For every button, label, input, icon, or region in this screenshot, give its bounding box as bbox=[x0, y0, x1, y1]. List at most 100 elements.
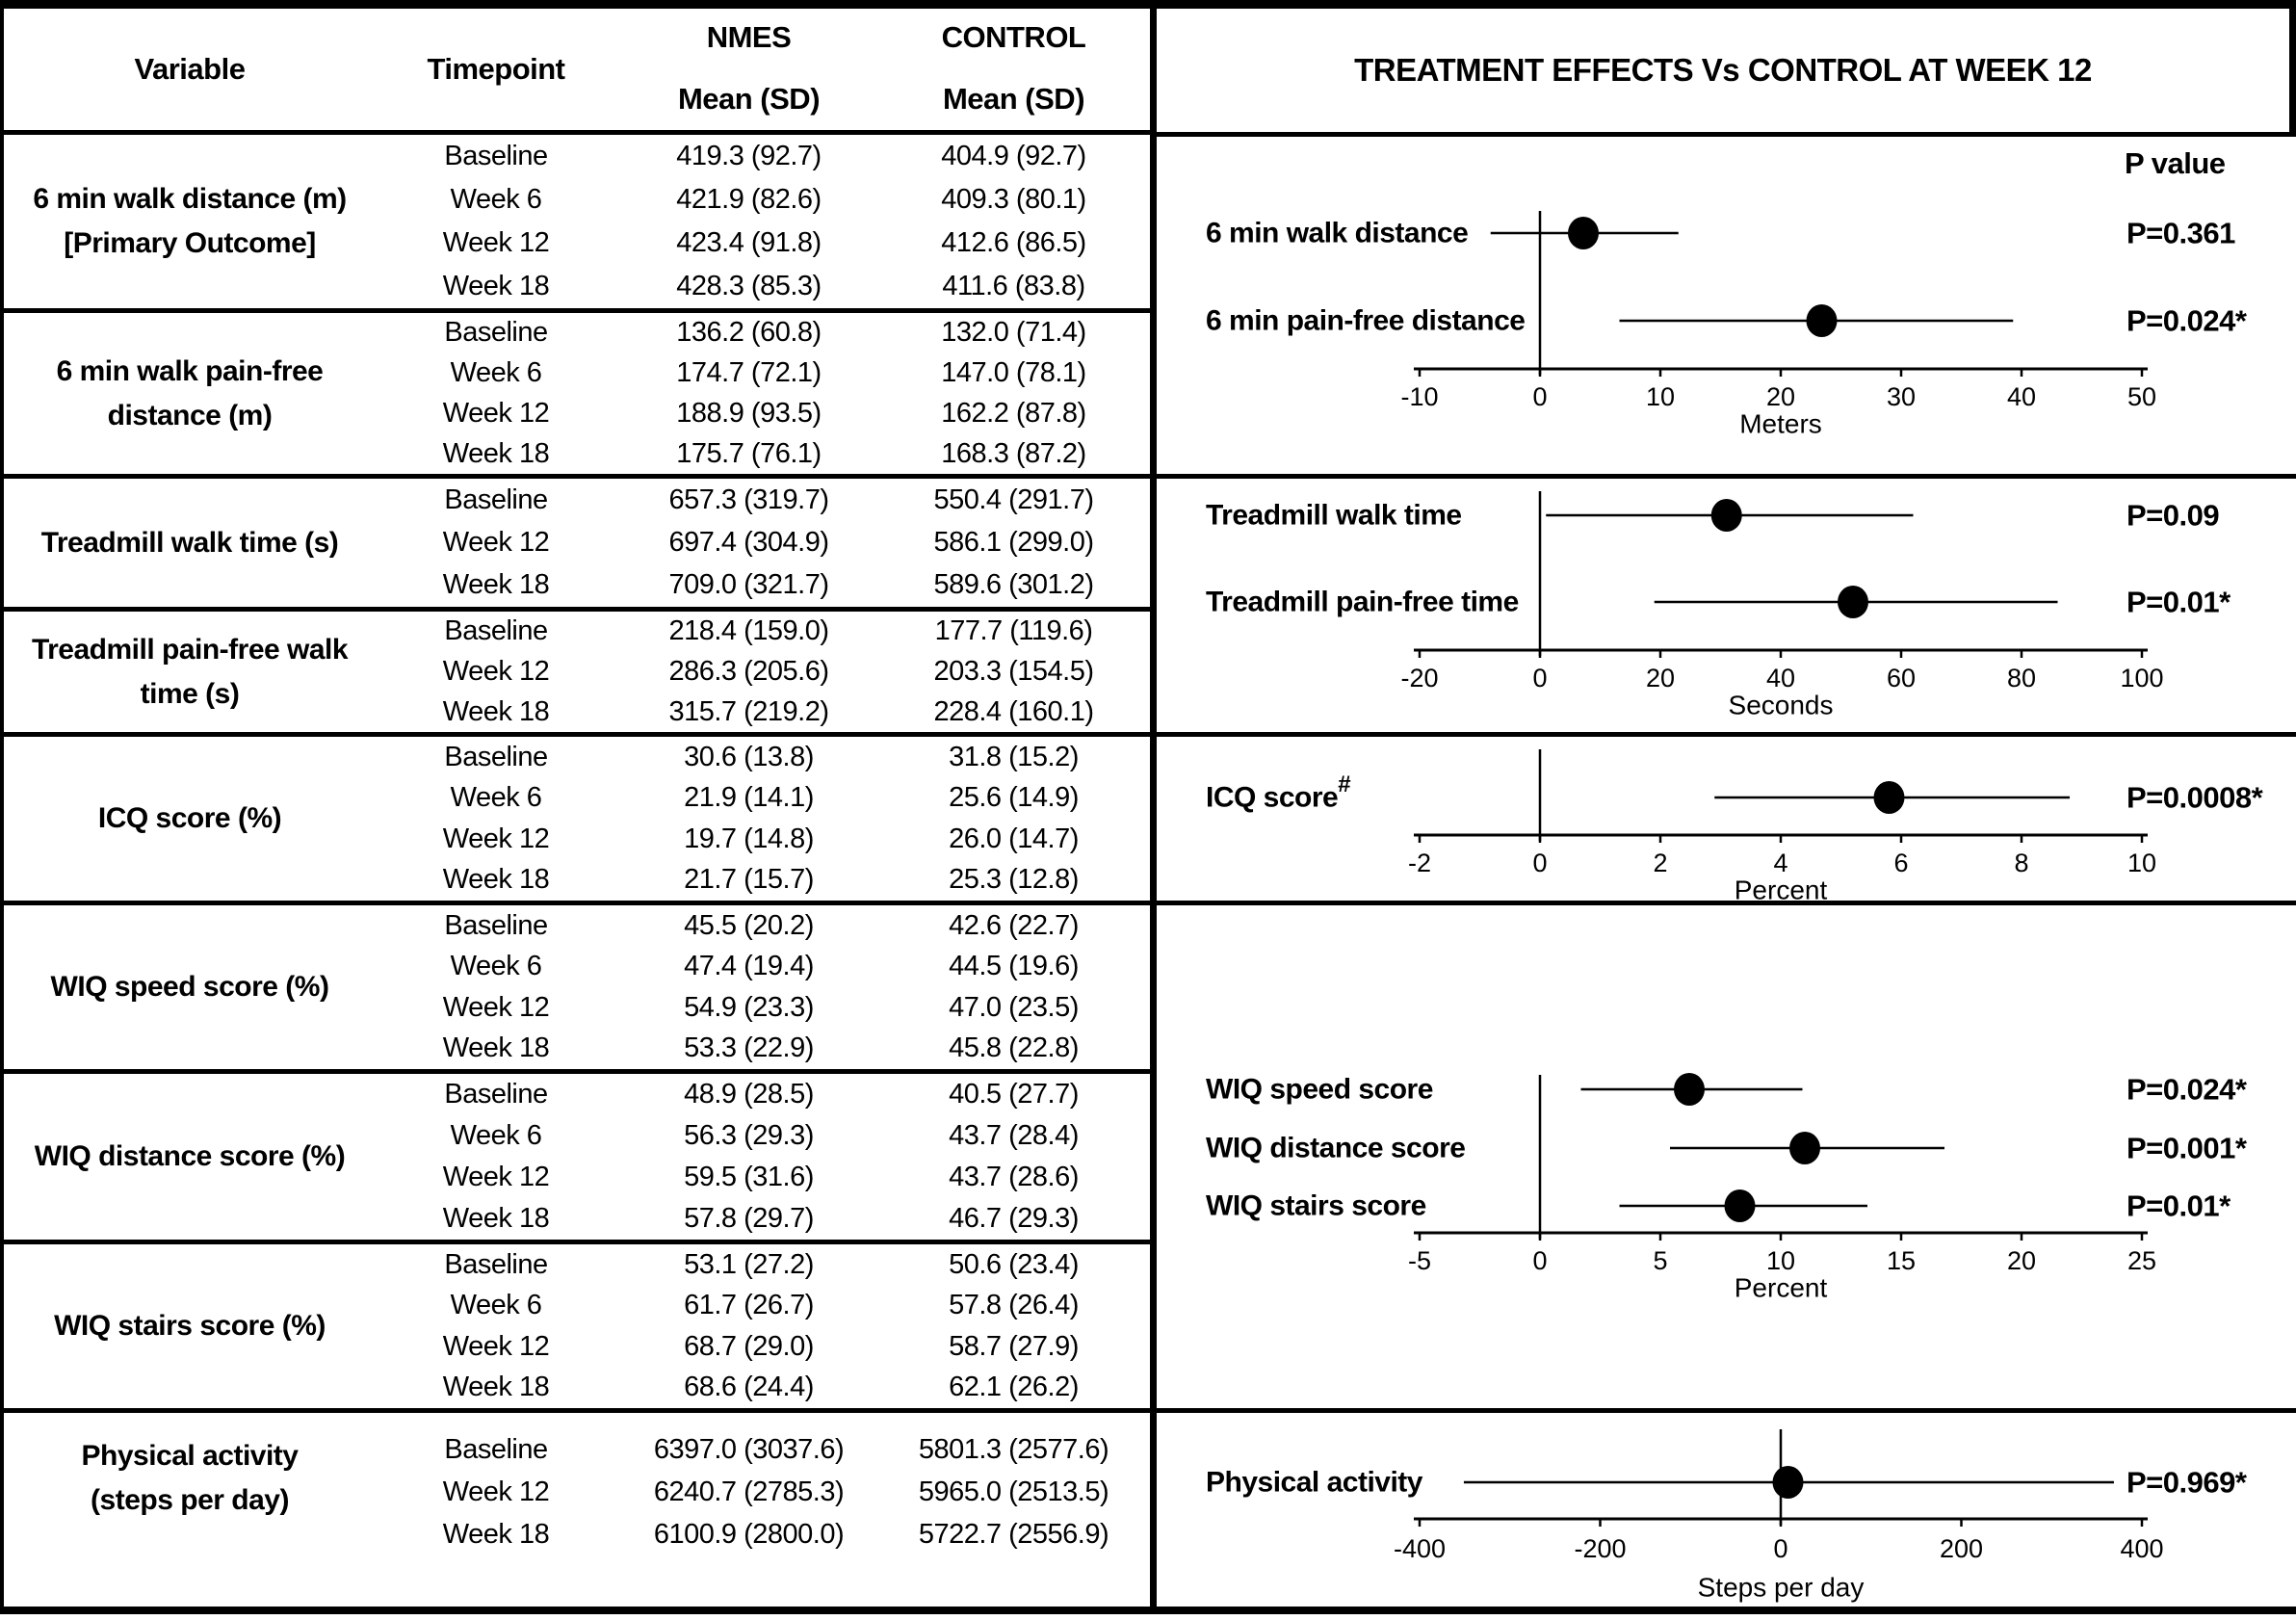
panel-header-right-border bbox=[2289, 0, 2296, 137]
tick-label: 0 bbox=[1532, 664, 1547, 692]
nmes-mean-sd-label: Mean (SD) bbox=[677, 82, 821, 116]
variable-label-line: WIQ distance score (%) bbox=[34, 1140, 346, 1172]
cell-nmes-mean-sd: 175.7 (76.1) bbox=[676, 437, 822, 469]
point-estimate-marker bbox=[1724, 1189, 1756, 1222]
top-border bbox=[0, 0, 2296, 9]
cell-nmes-mean-sd: 697.4 (304.9) bbox=[668, 526, 829, 558]
cell-timepoint: Week 12 bbox=[442, 1162, 550, 1192]
tick-label: -400 bbox=[1394, 1534, 1446, 1563]
axis-title: Steps per day bbox=[1698, 1573, 1865, 1603]
variable-label-line: WIQ speed score (%) bbox=[50, 971, 329, 1003]
panel-divider bbox=[1156, 132, 2296, 137]
table-row: Baseline 45.5 (20.2) 42.6 (22.7) bbox=[376, 905, 1150, 947]
tick-label: -200 bbox=[1574, 1534, 1626, 1563]
forest-row-label: WIQ distance score bbox=[1206, 1133, 1465, 1164]
cell-nmes-mean-sd: 59.5 (31.6) bbox=[684, 1162, 814, 1192]
tick-label: 0 bbox=[1532, 1246, 1547, 1275]
axis-title: Seconds bbox=[1729, 691, 1834, 720]
table-section: Treadmill walk time (s) Baseline 657.3 (31… bbox=[4, 479, 1150, 612]
variable-label-line: time (s) bbox=[140, 677, 240, 710]
cell-control-mean-sd: 132.0 (71.4) bbox=[941, 317, 1086, 349]
cell-control-mean-sd: 404.9 (92.7) bbox=[941, 141, 1086, 171]
table-row: Week 6 56.3 (29.3) 43.7 (28.4) bbox=[376, 1115, 1150, 1157]
panel-divider bbox=[1156, 474, 2296, 479]
table-header-row: Variable Timepoint NMES Mean (SD) CONTRO… bbox=[4, 9, 1150, 135]
table-row: Week 18 709.0 (321.7) 589.6 (301.2) bbox=[376, 564, 1150, 607]
variable-label-line: Treadmill pain-free walk bbox=[31, 633, 349, 666]
tick-label: -2 bbox=[1408, 849, 1431, 877]
cell-timepoint: Week 6 bbox=[450, 951, 542, 982]
cell-nmes-mean-sd: 6100.9 (2800.0) bbox=[653, 1518, 845, 1550]
variable-label: WIQ distance score (%) bbox=[4, 1074, 376, 1240]
cell-timepoint: Baseline bbox=[444, 1079, 548, 1110]
table-row: Week 6 21.9 (14.1) 25.6 (14.9) bbox=[376, 778, 1150, 820]
cell-nmes-mean-sd: 286.3 (205.6) bbox=[668, 656, 829, 687]
table-row: Week 18 57.8 (29.7) 46.7 (29.3) bbox=[376, 1198, 1150, 1240]
variable-label: ICQ score (%) bbox=[4, 737, 376, 901]
cell-control-mean-sd: 43.7 (28.4) bbox=[949, 1120, 1079, 1151]
nmes-label: NMES bbox=[706, 20, 792, 54]
cell-control-mean-sd: 203.3 (154.5) bbox=[933, 656, 1094, 687]
cell-nmes-mean-sd: 30.6 (13.8) bbox=[684, 741, 814, 772]
cell-nmes-mean-sd: 47.4 (19.4) bbox=[684, 951, 814, 982]
p-value-label: P=0.001* bbox=[2126, 1132, 2248, 1165]
table-section: 6 min walk pain-free distance (m) Baseline… bbox=[4, 313, 1150, 479]
cell-nmes-mean-sd: 56.3 (29.3) bbox=[684, 1120, 814, 1151]
point-estimate-marker bbox=[1568, 217, 1599, 249]
cell-control-mean-sd: 42.6 (22.7) bbox=[949, 909, 1079, 941]
cell-timepoint: Week 18 bbox=[442, 1518, 550, 1550]
cell-control-mean-sd: 57.8 (26.4) bbox=[949, 1290, 1079, 1321]
table-row: Week 18 315.7 (219.2) 228.4 (160.1) bbox=[376, 692, 1150, 732]
table-row: Baseline 136.2 (60.8) 132.0 (71.4) bbox=[376, 313, 1150, 353]
forest-row-label: ICQ score# bbox=[1206, 771, 1350, 814]
point-estimate-marker bbox=[1710, 499, 1742, 532]
table-row: Week 18 6100.9 (2800.0) 5722.7 (2556.9) bbox=[376, 1513, 1146, 1555]
p-value-label: P=0.01* bbox=[2126, 586, 2231, 619]
cell-control-mean-sd: 589.6 (301.2) bbox=[933, 569, 1094, 601]
cell-control-mean-sd: 228.4 (160.1) bbox=[933, 695, 1094, 727]
cell-control-mean-sd: 177.7 (119.6) bbox=[934, 615, 1093, 647]
column-header-control: CONTROL Mean (SD) bbox=[881, 9, 1146, 130]
forest-row-label: Treadmill pain-free time bbox=[1206, 587, 1519, 618]
cell-nmes-mean-sd: 174.7 (72.1) bbox=[676, 357, 822, 389]
panel-divider bbox=[1156, 901, 2296, 905]
p-value-label: P=0.361 bbox=[2126, 217, 2235, 250]
tick-label: 0 bbox=[1773, 1534, 1787, 1563]
cell-control-mean-sd: 5722.7 (2556.9) bbox=[918, 1518, 1109, 1550]
table-row: Baseline 657.3 (319.7) 550.4 (291.7) bbox=[376, 479, 1150, 521]
cell-control-mean-sd: 46.7 (29.3) bbox=[949, 1203, 1079, 1234]
tick-label: 80 bbox=[2007, 664, 2036, 692]
variable-label: Treadmill pain-free walk time (s) bbox=[4, 612, 376, 732]
cell-nmes-mean-sd: 21.9 (14.1) bbox=[684, 782, 814, 814]
cell-timepoint: Baseline bbox=[444, 483, 548, 515]
point-estimate-marker bbox=[1873, 781, 1905, 814]
tick-label: 2 bbox=[1653, 849, 1667, 877]
table-row: Week 6 174.7 (72.1) 147.0 (78.1) bbox=[376, 353, 1150, 394]
cell-nmes-mean-sd: 428.3 (85.3) bbox=[676, 271, 822, 301]
variable-label-line: (steps per day) bbox=[91, 1484, 289, 1516]
cell-timepoint: Week 18 bbox=[442, 1032, 550, 1064]
forest-row-label: 6 min pain-free distance bbox=[1206, 305, 1525, 337]
table-row: Baseline 48.9 (28.5) 40.5 (27.7) bbox=[376, 1074, 1150, 1115]
variable-label-line: Treadmill walk time (s) bbox=[40, 526, 339, 559]
cell-nmes-mean-sd: 45.5 (20.2) bbox=[684, 909, 814, 941]
cell-control-mean-sd: 412.6 (86.5) bbox=[941, 227, 1086, 258]
tick-label: 5 bbox=[1653, 1246, 1667, 1275]
section-rows: Baseline 53.1 (27.2) 50.6 (23.4) Week 6 61.7… bbox=[376, 1244, 1150, 1408]
cell-timepoint: Baseline bbox=[444, 615, 548, 647]
tick-label: 8 bbox=[2014, 849, 2028, 877]
cell-timepoint: Week 6 bbox=[450, 1120, 542, 1151]
p-value-label: P=0.0008* bbox=[2126, 781, 2264, 815]
cell-nmes-mean-sd: 68.6 (24.4) bbox=[684, 1372, 814, 1403]
cell-control-mean-sd: 47.0 (23.5) bbox=[949, 991, 1079, 1023]
cell-timepoint: Week 12 bbox=[442, 991, 550, 1023]
cell-timepoint: Week 12 bbox=[442, 227, 550, 258]
cell-nmes-mean-sd: 423.4 (91.8) bbox=[676, 227, 822, 258]
tick-label: 30 bbox=[1887, 382, 1916, 411]
variable-label-line: distance (m) bbox=[107, 399, 273, 431]
cell-timepoint: Baseline bbox=[444, 909, 548, 941]
cell-control-mean-sd: 409.3 (80.1) bbox=[941, 184, 1086, 215]
table-row: Week 6 421.9 (82.6) 409.3 (80.1) bbox=[376, 178, 1150, 222]
variable-label-line: 6 min walk pain-free bbox=[56, 354, 324, 387]
